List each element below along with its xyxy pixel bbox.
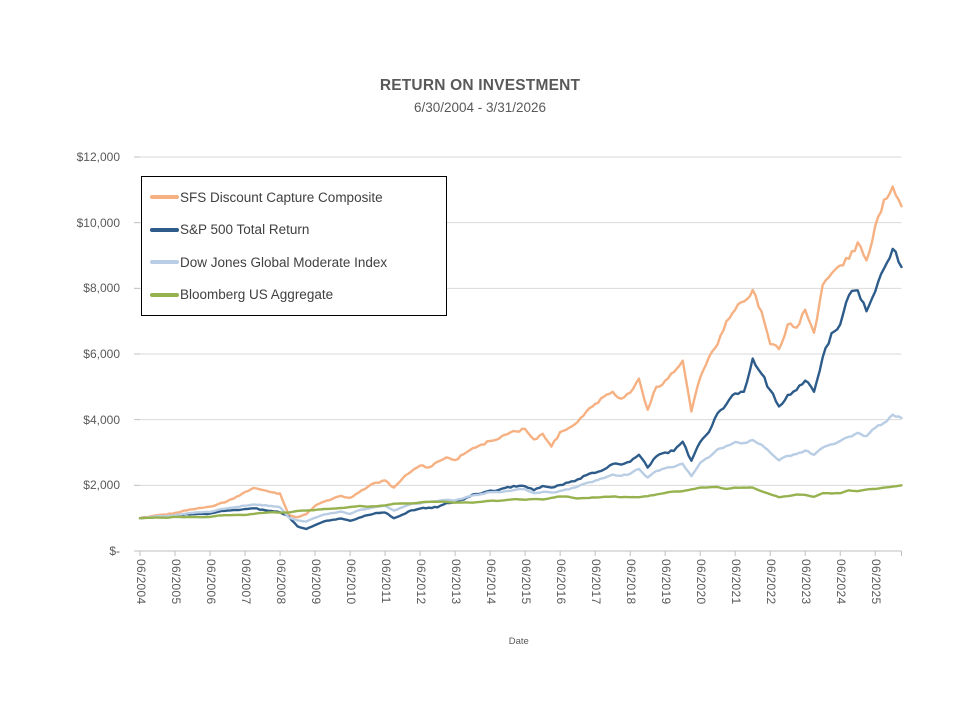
x-axis-label: 06/2025 bbox=[869, 559, 884, 605]
x-axis-label: 06/2019 bbox=[659, 559, 674, 605]
legend-swatch-s-p-500-total-return bbox=[150, 227, 179, 232]
x-axis-label: 06/2011 bbox=[379, 559, 394, 604]
x-axis-label: 06/2017 bbox=[589, 559, 604, 605]
x-axis-label: 06/2018 bbox=[624, 559, 639, 605]
series-line-dow-jones-global-moderate-index bbox=[138, 413, 903, 523]
legend-item: Bloomberg US Aggregate bbox=[150, 282, 446, 308]
y-axis-label: $- bbox=[109, 544, 120, 558]
legend-label: SFS Discount Capture Composite bbox=[180, 189, 383, 205]
y-axis-label: $8,000 bbox=[83, 281, 120, 296]
x-axis-label: 06/2007 bbox=[239, 559, 254, 605]
legend-label: S&P 500 Total Return bbox=[180, 222, 310, 238]
x-axis-label: 06/2008 bbox=[274, 559, 289, 605]
x-axis-label: 06/2020 bbox=[694, 559, 709, 605]
x-axis-label: 06/2023 bbox=[799, 559, 814, 605]
y-axis-label: $10,000 bbox=[76, 215, 120, 230]
chart-subtitle: 6/30/2004 - 3/31/2026 bbox=[413, 100, 547, 115]
x-axis-label: 06/2009 bbox=[309, 559, 324, 605]
chart-title: RETURN ON INVESTMENT bbox=[379, 77, 581, 94]
y-axis-label: $4,000 bbox=[83, 412, 120, 427]
legend: SFS Discount Capture Composite S&P 500 To… bbox=[141, 176, 447, 316]
x-axis-label: 06/2016 bbox=[554, 559, 569, 605]
series-line-s-p-500-total-return bbox=[138, 247, 903, 531]
x-axis-label: 06/2004 bbox=[134, 559, 148, 605]
x-axis-label: 06/2022 bbox=[764, 559, 779, 605]
legend-swatch-sfs-discount-capture-composite bbox=[150, 195, 179, 200]
x-axis-label: 06/2006 bbox=[204, 559, 219, 605]
legend-item: SFS Discount Capture Composite bbox=[150, 184, 446, 210]
x-axis-label: 06/2015 bbox=[519, 559, 534, 605]
legend-label: Dow Jones Global Moderate Index bbox=[180, 254, 388, 270]
x-axis-label: 06/2014 bbox=[484, 559, 499, 605]
x-axis-label: 06/2024 bbox=[834, 559, 849, 605]
chart-header: RETURN ON INVESTMENT 6/30/2004 - 3/31/20… bbox=[0, 77, 960, 115]
y-axis-label: $6,000 bbox=[83, 347, 120, 361]
legend-item: Dow Jones Global Moderate Index bbox=[150, 249, 446, 275]
legend-label: Bloomberg US Aggregate bbox=[180, 287, 334, 303]
y-axis-label: $12,000 bbox=[76, 150, 120, 164]
legend-swatch-dow-jones-global-moderate-index bbox=[150, 260, 179, 265]
x-axis-label: 06/2012 bbox=[414, 559, 429, 605]
x-axis-title: Date bbox=[508, 636, 529, 647]
x-axis-label: 06/2010 bbox=[344, 559, 359, 605]
series-line-bloomberg-us-aggregate bbox=[138, 484, 903, 520]
y-axis-label: $2,000 bbox=[83, 478, 120, 493]
legend-swatch-bloomberg-us-aggregate bbox=[150, 292, 179, 297]
x-axis-label: 06/2005 bbox=[169, 559, 183, 605]
legend-item: S&P 500 Total Return bbox=[150, 217, 446, 243]
x-axis-label: 06/2013 bbox=[449, 559, 464, 605]
x-axis-label: 06/2021 bbox=[729, 559, 744, 605]
series-line-sfs-discount-capture-composite bbox=[138, 185, 903, 520]
